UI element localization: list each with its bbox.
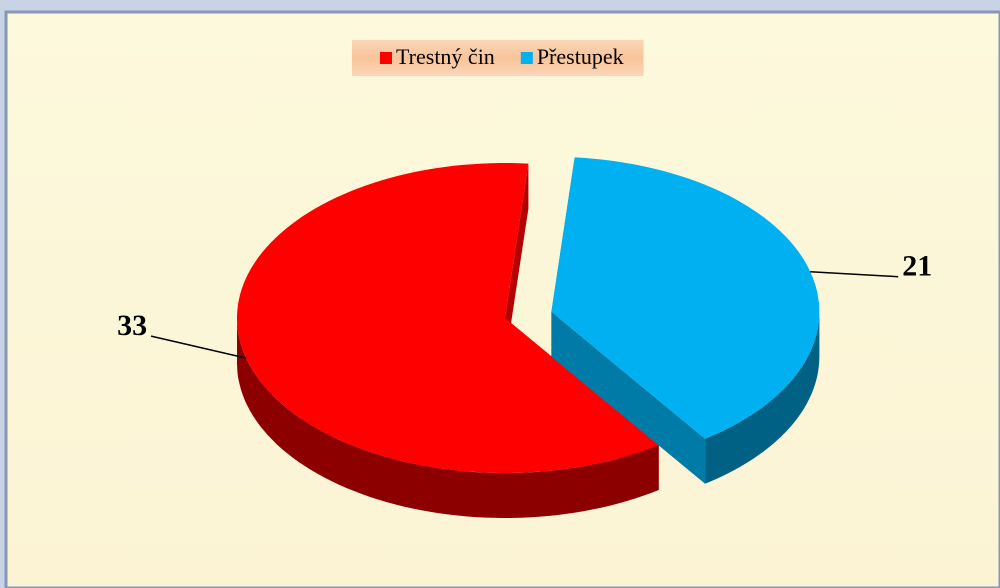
data-label: 33: [117, 309, 147, 342]
pie: 33 21: [117, 157, 932, 518]
data-label: 21: [902, 250, 932, 283]
legend-swatch: [520, 52, 533, 64]
leader-line: [150, 335, 247, 359]
slice-cut: [551, 311, 706, 484]
slice-cut: [505, 163, 529, 363]
legend-box: [352, 40, 644, 76]
slice-side: [705, 311, 820, 484]
slice: [237, 163, 659, 473]
legend: Trestný čin Přestupek: [352, 40, 644, 76]
slice: [551, 157, 820, 439]
legend-label: Trestný čin: [396, 44, 495, 69]
leader-line: [810, 270, 899, 278]
legend-label: Přestupek: [537, 44, 624, 69]
legend-swatch: [380, 52, 392, 64]
slice-side: [237, 318, 659, 518]
